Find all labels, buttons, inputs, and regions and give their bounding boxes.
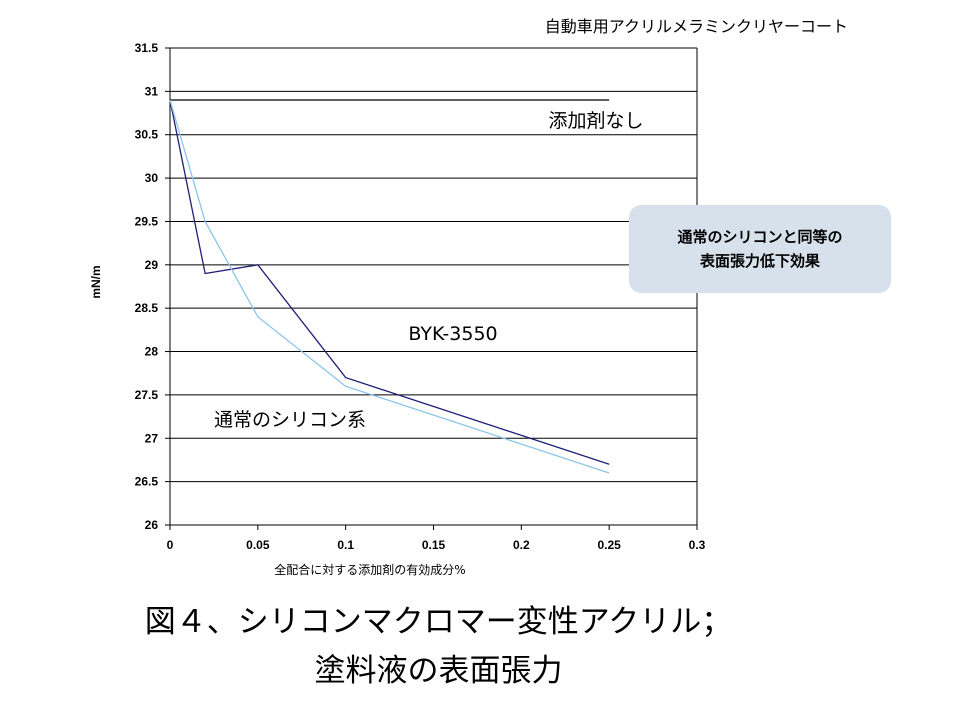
y-tick-label: 26 bbox=[145, 518, 159, 532]
y-tick-label: 28 bbox=[145, 345, 159, 359]
x-tick-label: 0.05 bbox=[246, 538, 270, 552]
callout-box: 通常のシリコンと同等の 表面張力低下効果 bbox=[629, 205, 891, 293]
series-label-no-additive: 添加剤なし bbox=[548, 110, 643, 132]
series-labels: 添加剤なし BYK-3550 通常のシリコン系 bbox=[214, 110, 644, 431]
series-line-standard-silicone bbox=[169, 99, 610, 474]
figure-caption-line1: 図４、シリコンマクロマー変性アクリル； bbox=[144, 604, 733, 640]
series-label-byk-3550: BYK-3550 bbox=[408, 323, 497, 345]
y-tick-label: 29.5 bbox=[135, 214, 159, 228]
chart-title: 自動車用アクリルメラミンクリヤーコート bbox=[545, 17, 848, 36]
callout-text: 通常のシリコンと同等の 表面張力低下効果 bbox=[677, 228, 843, 270]
y-tick-labels: 26 26.5 27 27.5 28 28.5 29 29.5 30 30.5 31 31.5 bbox=[135, 41, 159, 532]
y-tick-label: 27 bbox=[145, 431, 159, 445]
x-tick-label: 0.1 bbox=[337, 538, 354, 552]
y-tick-label: 31.5 bbox=[135, 41, 159, 55]
x-tick-label: 0.25 bbox=[597, 538, 621, 552]
y-axis-label: mN/m bbox=[89, 265, 103, 298]
y-tick-label: 30.5 bbox=[135, 128, 159, 142]
y-tick-label: 26.5 bbox=[135, 475, 159, 489]
y-tick-label: 28.5 bbox=[135, 301, 159, 315]
series-line-byk-3550 bbox=[169, 99, 610, 465]
y-tick-label: 31 bbox=[145, 84, 159, 98]
x-tick-label: 0 bbox=[167, 538, 174, 552]
y-tick-label: 29 bbox=[145, 258, 159, 272]
series-lines bbox=[169, 99, 610, 474]
y-tick-label: 27.5 bbox=[135, 388, 159, 402]
figure-caption-line2: 塗料液の表面張力 bbox=[314, 653, 563, 689]
y-tick-label: 30 bbox=[145, 171, 159, 185]
x-tick-label: 0.2 bbox=[513, 538, 530, 552]
x-axis-label: 全配合に対する添加剤の有効成分% bbox=[274, 562, 465, 577]
series-label-standard-silicone: 通常のシリコン系 bbox=[214, 409, 366, 431]
x-tick-label: 0.15 bbox=[422, 538, 446, 552]
x-tick-labels: 0 0.05 0.1 0.15 0.2 0.25 0.3 bbox=[167, 538, 706, 552]
x-tick-label: 0.3 bbox=[689, 538, 706, 552]
